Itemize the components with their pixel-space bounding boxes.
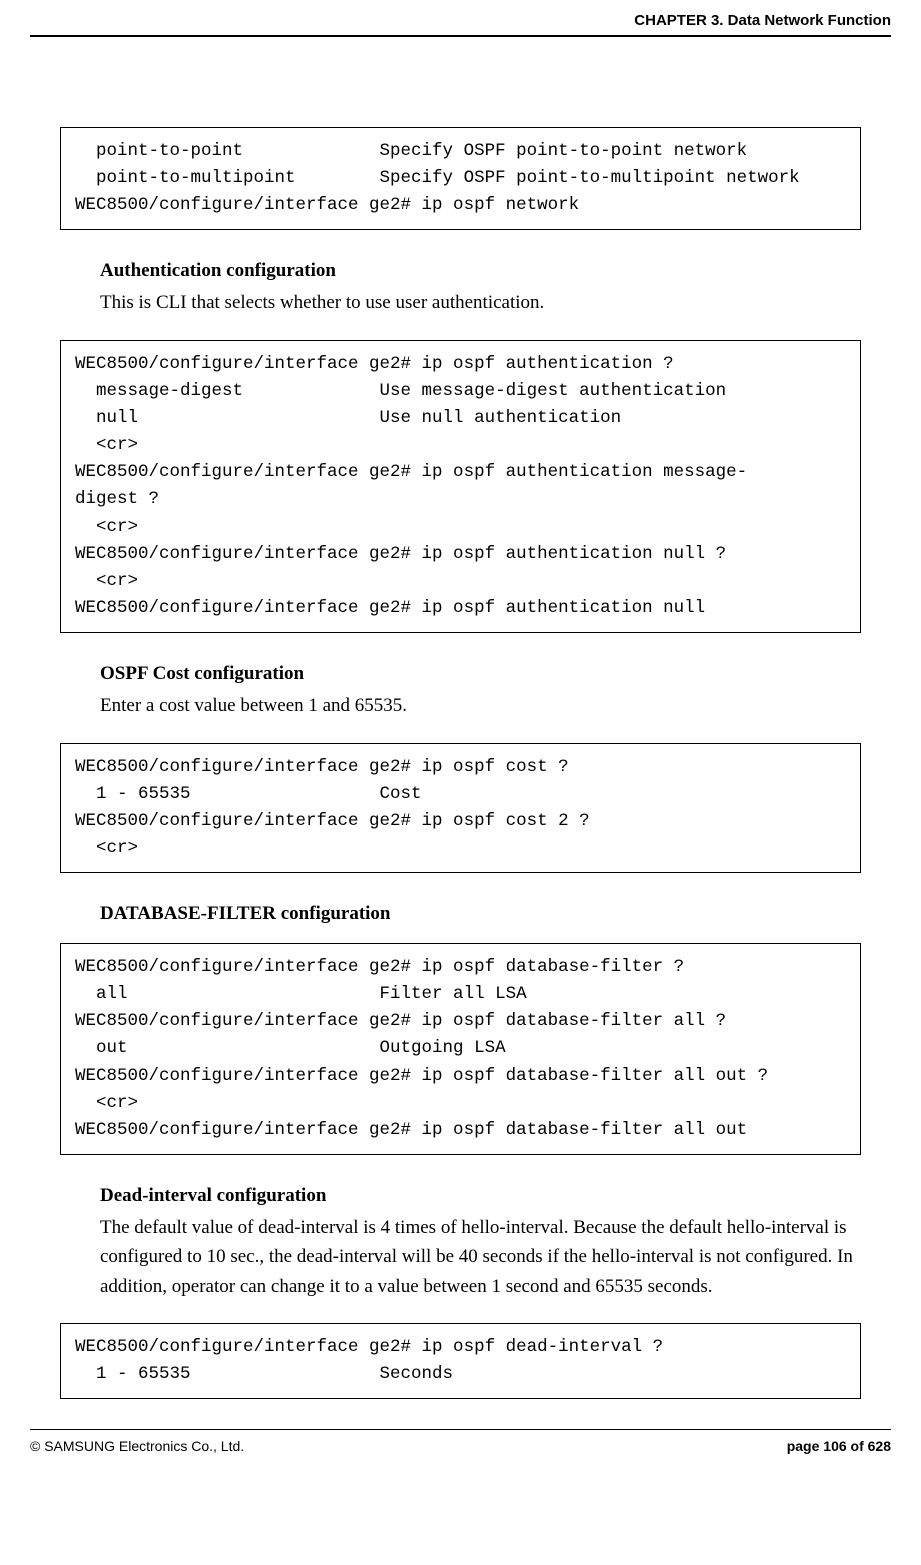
section-cost: OSPF Cost configuration Enter a cost val… <box>100 663 861 720</box>
section-title: Authentication configuration <box>100 260 861 282</box>
section-body: The default value of dead-interval is 4 … <box>100 1213 861 1301</box>
footer-copyright: © SAMSUNG Electronics Co., Ltd. <box>30 1438 244 1454</box>
code-block-authentication: WEC8500/configure/interface ge2# ip ospf… <box>60 340 861 633</box>
header-rule <box>30 35 891 37</box>
section-body: This is CLI that selects whether to use … <box>100 288 861 317</box>
footer-rule <box>30 1429 891 1430</box>
chapter-header: CHAPTER 3. Data Network Function <box>30 12 891 35</box>
page-footer: © SAMSUNG Electronics Co., Ltd. page 106… <box>30 1438 891 1464</box>
section-title: OSPF Cost configuration <box>100 663 861 685</box>
code-block-dead-interval: WEC8500/configure/interface ge2# ip ospf… <box>60 1323 861 1399</box>
section-database-filter: DATABASE-FILTER configuration <box>100 903 861 925</box>
section-body: Enter a cost value between 1 and 65535. <box>100 691 861 720</box>
code-block-network: point-to-point Specify OSPF point-to-poi… <box>60 127 861 230</box>
section-authentication: Authentication configuration This is CLI… <box>100 260 861 317</box>
section-title: DATABASE-FILTER configuration <box>100 903 861 925</box>
page: CHAPTER 3. Data Network Function point-t… <box>0 0 921 1484</box>
section-dead-interval: Dead-interval configuration The default … <box>100 1185 861 1301</box>
section-title: Dead-interval configuration <box>100 1185 861 1207</box>
code-block-database-filter: WEC8500/configure/interface ge2# ip ospf… <box>60 943 861 1155</box>
footer-page-number: page 106 of 628 <box>787 1438 891 1454</box>
code-block-cost: WEC8500/configure/interface ge2# ip ospf… <box>60 743 861 874</box>
